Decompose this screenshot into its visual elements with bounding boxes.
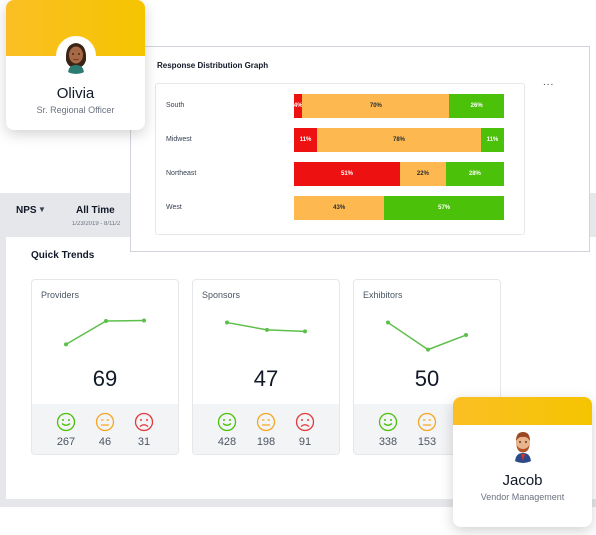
avatar-jacob	[503, 425, 543, 465]
person-card-olivia: Olivia Sr. Regional Officer	[6, 0, 145, 130]
person-name: Olivia	[56, 85, 95, 102]
sad-face-icon	[295, 412, 315, 432]
person-role: Vendor Management	[480, 492, 565, 502]
sparkline-chart	[225, 320, 307, 334]
row-label: Midwest	[166, 136, 192, 143]
sparkline-point	[426, 347, 430, 352]
response-distribution-card: Response Distribution Graph ... South 4%…	[130, 46, 590, 252]
bar-segment: 43%	[294, 196, 385, 220]
happy-face-icon	[378, 412, 398, 432]
sparkline-point	[464, 333, 468, 338]
sparkline-point	[64, 342, 68, 347]
sparkline-point	[303, 329, 307, 334]
person-name: Jacob	[502, 472, 543, 489]
sparkline	[65, 319, 145, 346]
row-label: Northeast	[166, 170, 197, 177]
graph-title: Response Distribution Graph	[157, 61, 269, 70]
bar-segment: 22%	[400, 162, 446, 186]
trend-card-name: Sponsors	[202, 290, 241, 300]
sparkline	[387, 321, 467, 351]
sad-face-icon	[134, 412, 154, 432]
trend-card-name: Providers	[41, 290, 80, 300]
neutral-face-icon	[417, 412, 437, 432]
neutral-face-icon	[95, 412, 115, 432]
happy-face-icon	[56, 412, 76, 432]
avatar-olivia	[56, 36, 96, 76]
sparkline-point	[225, 320, 229, 325]
sparkline-chart	[386, 320, 468, 352]
bar-segment: 4%	[294, 94, 303, 118]
negative-count: 31	[137, 436, 151, 448]
bar-segment: 28%	[445, 162, 504, 186]
sparkline-point	[386, 320, 390, 325]
neutral-count: 198	[256, 436, 276, 448]
sparkline-point	[265, 327, 269, 332]
stacked-bar: 51% 22% 28%	[294, 162, 504, 186]
person-card-jacob: Jacob Vendor Management	[453, 397, 592, 527]
positive-count: 267	[56, 436, 76, 448]
stacked-bar-chart: South 4% 70% 26% Midwest 11% 78% 11% Northea…	[155, 83, 525, 235]
sparkline-point	[104, 319, 108, 323]
negative-count: 91	[298, 436, 312, 448]
quick-trends-panel: Quick Trends Providers 69	[6, 237, 596, 499]
nps-score: 47	[253, 366, 279, 391]
bar-segment: 26%	[449, 94, 504, 118]
happy-face-icon	[217, 412, 237, 432]
row-label: South	[166, 102, 185, 109]
card-banner	[453, 397, 592, 425]
neutral-count: 153	[417, 436, 437, 448]
bar-segment: 51%	[294, 162, 401, 186]
trend-card-name: Exhibitors	[363, 290, 403, 300]
caret-down-icon[interactable]: ▼	[38, 205, 46, 214]
row-label: West	[166, 204, 182, 211]
time-range-text: 1/23/2019 - 8/11/2	[72, 221, 121, 227]
bar-segment: 57%	[384, 196, 504, 220]
neutral-face-icon	[256, 412, 276, 432]
more-options-icon[interactable]: ...	[543, 77, 555, 88]
quick-trends-title: Quick Trends	[31, 250, 95, 261]
metric-selector[interactable]: NPS	[16, 205, 37, 216]
avatar-olivia-icon	[58, 38, 94, 74]
bar-segment: 11%	[480, 128, 504, 152]
sparkline-chart	[64, 318, 146, 347]
stacked-bar: 43% 57%	[294, 196, 504, 220]
trend-card-sponsors[interactable]: Sponsors 47	[192, 279, 340, 455]
bar-segment: 78%	[317, 128, 481, 152]
sparkline-point	[142, 318, 146, 323]
sentiment-footer: 428 198 91	[193, 404, 339, 454]
filter-bar: NPS ▼ All Time 1/23/2019 - 8/11/2	[0, 193, 140, 237]
avatar-jacob-icon	[505, 427, 541, 463]
bar-segment: 70%	[302, 94, 450, 118]
stacked-bar: 11% 78% 11%	[294, 128, 504, 152]
time-filter[interactable]: All Time	[76, 205, 115, 216]
positive-count: 428	[217, 436, 237, 448]
trend-card-providers[interactable]: Providers 69	[31, 279, 179, 455]
nps-score: 50	[414, 366, 440, 391]
positive-count: 338	[378, 436, 398, 448]
nps-score: 69	[92, 366, 118, 391]
sentiment-footer: 267 46 31	[32, 404, 178, 454]
bar-segment: 11%	[294, 128, 318, 152]
person-role: Sr. Regional Officer	[36, 105, 115, 115]
neutral-count: 46	[98, 436, 112, 448]
stacked-bar: 4% 70% 26%	[294, 94, 504, 118]
